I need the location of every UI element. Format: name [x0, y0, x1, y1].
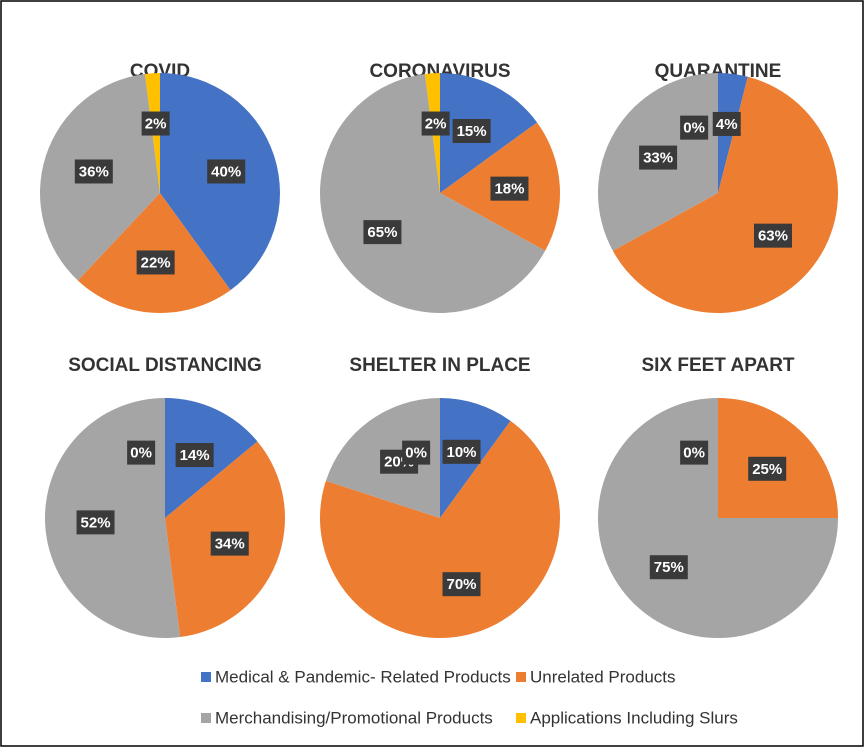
value-label: 25% — [752, 461, 782, 478]
value-label: 70% — [446, 576, 476, 593]
value-label-box — [680, 115, 709, 140]
value-label: 14% — [180, 447, 210, 464]
value-label: 18% — [494, 181, 524, 198]
value-label: 63% — [758, 228, 788, 245]
value-label-box — [748, 456, 787, 481]
value-label-box — [74, 159, 113, 184]
value-label: 0% — [683, 120, 705, 137]
value-label-box — [141, 111, 170, 136]
value-label-box — [490, 176, 529, 201]
value-label: 2% — [145, 116, 167, 133]
value-label: 40% — [211, 163, 241, 180]
value-label: 10% — [446, 444, 476, 461]
value-label: 34% — [215, 536, 245, 553]
legend-swatch — [201, 713, 211, 723]
legend-label: Medical & Pandemic- Related Products — [215, 667, 511, 686]
value-label-box — [753, 223, 792, 248]
value-label: 2% — [425, 116, 447, 133]
value-label-box — [207, 159, 246, 184]
value-label-box — [442, 572, 481, 597]
value-label: 36% — [79, 163, 109, 180]
pie-title: SIX FEET APART — [641, 355, 794, 376]
legend-swatch — [201, 672, 211, 682]
legend-label: Unrelated Products — [530, 667, 676, 686]
value-label-box — [639, 145, 678, 170]
value-label-box — [452, 118, 491, 143]
legend-label: Applications Including Slurs — [530, 708, 738, 727]
value-label-box — [402, 440, 431, 465]
legend-swatch — [516, 713, 526, 723]
pie-title: SOCIAL DISTANCING — [68, 355, 262, 376]
value-label: 22% — [141, 254, 171, 271]
pie-slice — [320, 420, 561, 638]
value-label: 4% — [716, 116, 738, 133]
legend-label: Merchandising/Promotional Products — [215, 708, 493, 727]
value-label: 0% — [683, 445, 705, 462]
value-label-box — [712, 111, 741, 136]
value-label-box — [363, 220, 402, 245]
value-label: 65% — [367, 224, 397, 241]
value-label-box — [136, 250, 175, 275]
pie-slice — [612, 76, 839, 313]
value-label: 52% — [81, 514, 111, 531]
value-label: 15% — [457, 123, 487, 140]
value-label: 33% — [643, 150, 673, 167]
pie-title: CORONAVIRUS — [369, 61, 510, 82]
value-label-box — [210, 531, 249, 556]
pie-slice — [320, 73, 546, 314]
value-label-box — [175, 443, 214, 468]
value-label-box — [76, 510, 115, 535]
pie-title: SHELTER IN PLACE — [349, 355, 530, 376]
value-label: 0% — [405, 445, 427, 462]
value-label-box — [442, 439, 481, 464]
pie-title: QUARANTINE — [655, 61, 782, 82]
value-label: 75% — [654, 559, 684, 576]
value-label: 0% — [130, 445, 152, 462]
value-label-box — [680, 440, 709, 465]
value-label-box — [649, 555, 688, 580]
value-label-box — [127, 440, 156, 465]
legend-swatch — [516, 672, 526, 682]
value-label-box — [421, 111, 450, 136]
